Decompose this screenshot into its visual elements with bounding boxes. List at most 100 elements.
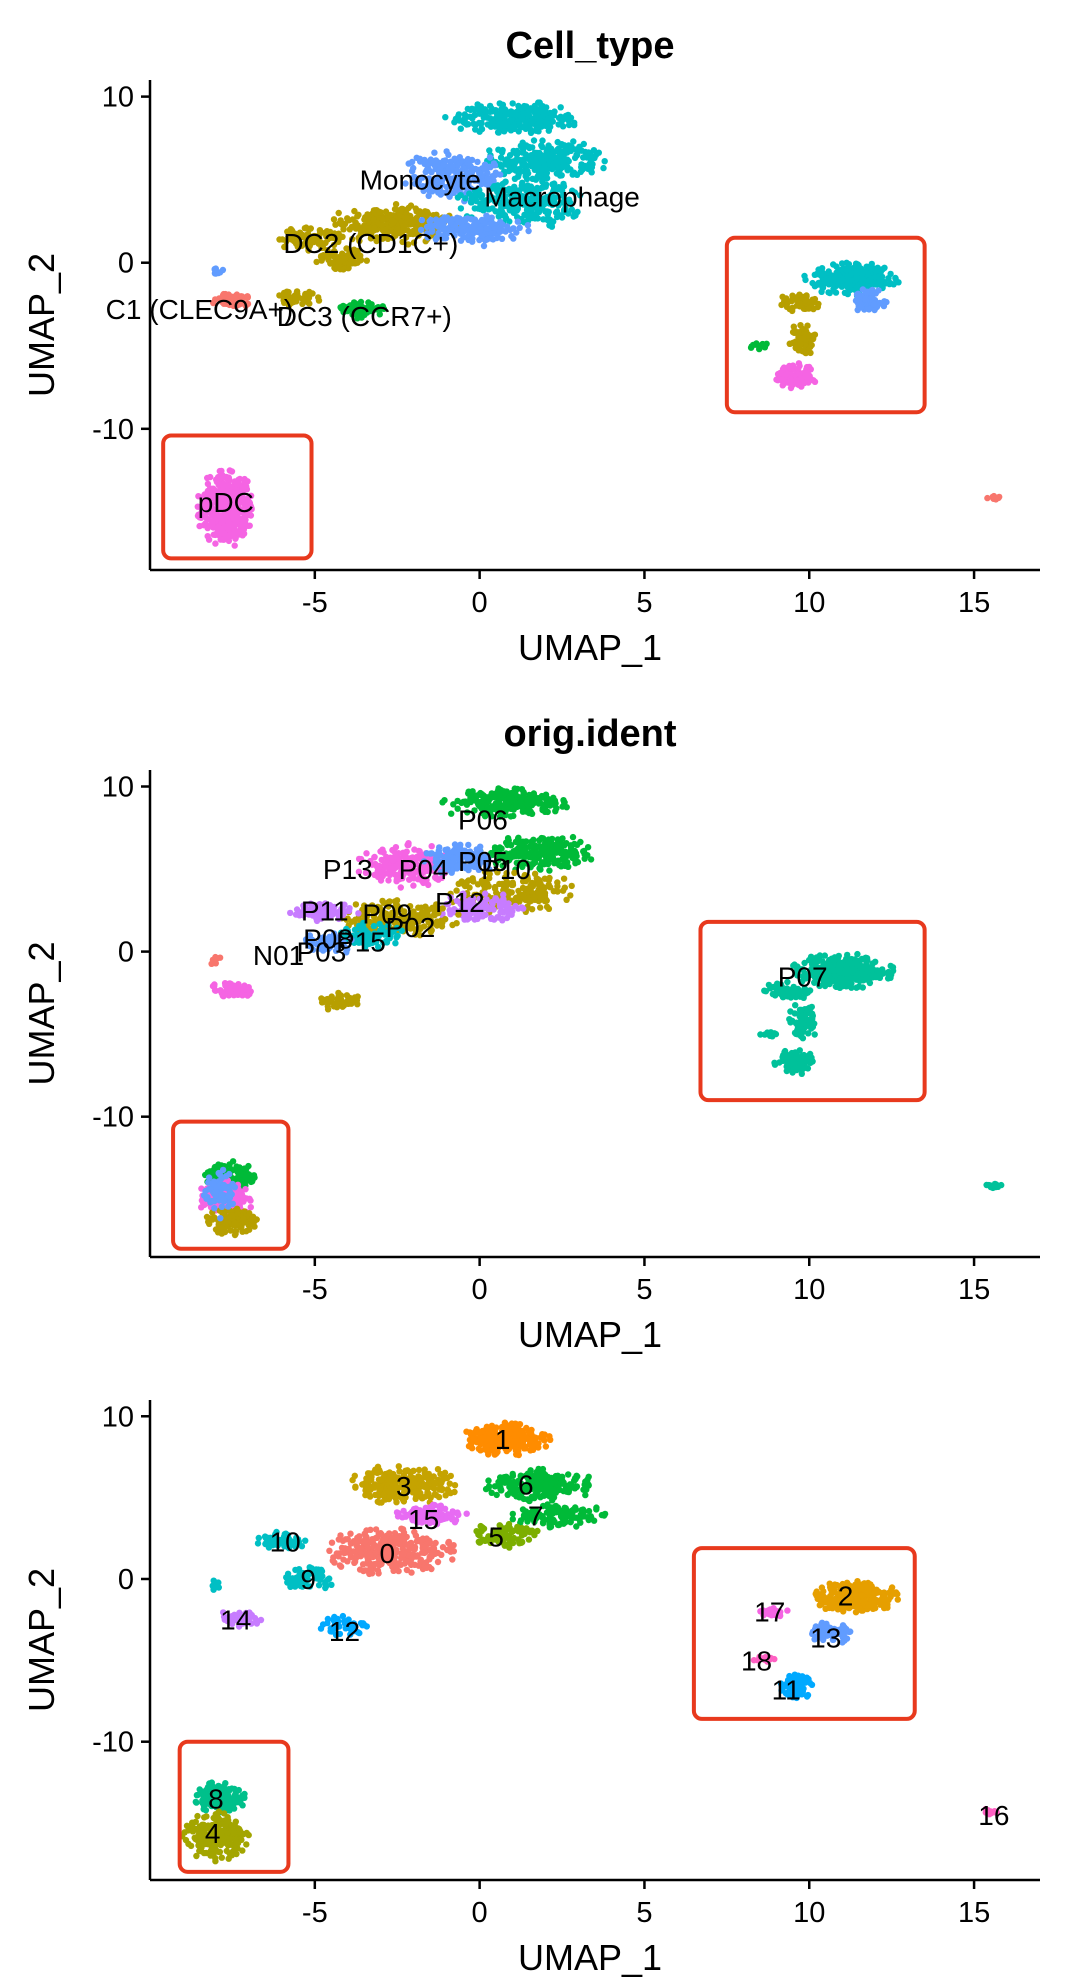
panel-1-point xyxy=(241,986,248,993)
panel-0-point xyxy=(507,117,514,124)
panel-0-point xyxy=(869,286,876,294)
panel-0-point xyxy=(588,155,595,162)
panel-1-point xyxy=(554,836,561,843)
panel-0-point xyxy=(525,122,533,130)
panel-0-point xyxy=(240,476,248,483)
panel-1-point xyxy=(346,996,354,1003)
panel-1-point xyxy=(493,889,500,896)
panel-0-point xyxy=(778,301,785,309)
panel-0-point xyxy=(417,226,425,234)
panel-0-point xyxy=(435,229,442,237)
panel-0-point xyxy=(801,272,808,280)
panel-0-point xyxy=(533,107,540,115)
panel-0-point xyxy=(524,168,531,175)
panel-0-point xyxy=(475,205,482,212)
panel-1-title: orig.ident xyxy=(503,713,676,755)
panel-1-point xyxy=(869,965,876,972)
panel-1-point xyxy=(855,983,863,990)
panel-1-point xyxy=(335,989,342,997)
panel-0-point xyxy=(810,377,817,384)
panel-0-point xyxy=(535,116,543,123)
panel-0-point xyxy=(560,161,567,168)
panel-1-cluster-12 xyxy=(318,989,361,1013)
panel-0-point xyxy=(862,268,869,275)
panel-0-point xyxy=(454,175,462,183)
panel-1-point xyxy=(854,950,861,958)
panel-0-point xyxy=(418,216,426,224)
panel-0-point xyxy=(551,180,558,187)
panel-0-point xyxy=(215,523,222,531)
panel-0-point xyxy=(464,155,472,163)
panel-0-point xyxy=(568,206,575,213)
panel-0-point xyxy=(567,147,575,155)
panel-1-point xyxy=(537,904,544,911)
panel-0-point xyxy=(457,237,465,244)
panel-0-point xyxy=(530,137,538,144)
panel-0-point xyxy=(461,216,468,223)
panel-0-point xyxy=(207,473,214,481)
panel-0-point xyxy=(531,102,538,110)
panel-0-label-4: DC3 (CCR7+) xyxy=(277,301,452,332)
panel-0-point xyxy=(450,228,457,235)
panel-0-point xyxy=(454,194,462,201)
panel-1-point xyxy=(767,985,774,992)
panel-0-point xyxy=(313,258,320,266)
panel-0-point xyxy=(483,236,491,243)
panel-1-point xyxy=(848,984,855,991)
panel-0-point xyxy=(439,235,447,242)
panel-0-point xyxy=(491,183,498,190)
panel-0-point xyxy=(487,123,495,130)
panel-0-cluster-0 xyxy=(442,99,578,136)
panel-0-point xyxy=(523,211,530,218)
panel-0-point xyxy=(578,163,585,171)
panel-1-point xyxy=(448,869,455,876)
panel-1-point xyxy=(448,810,455,817)
panel-0-point xyxy=(462,195,469,202)
panel-0-point xyxy=(544,211,551,218)
panel-0-point xyxy=(795,347,802,354)
panel-1-cluster-10 xyxy=(209,980,254,1000)
panel-0-point xyxy=(601,158,608,165)
panel-0-point xyxy=(481,166,489,173)
panel-0-point xyxy=(303,240,310,247)
panel-0-point xyxy=(312,233,319,240)
panel-0-point xyxy=(789,292,796,299)
panel-0-x-axis-title: UMAP_1 xyxy=(518,627,662,668)
panel-1-point xyxy=(559,855,566,862)
panel-1-point xyxy=(449,921,456,929)
panel-0-point xyxy=(503,203,511,210)
panel-1-point xyxy=(492,896,499,903)
panel-0-point xyxy=(854,296,861,303)
panel-1-point xyxy=(211,959,218,966)
panel-1-point xyxy=(386,871,394,878)
panel-0-point xyxy=(375,208,383,216)
panel-0-point xyxy=(424,208,431,216)
panel-0-point xyxy=(427,222,434,229)
panel-0-point xyxy=(478,119,485,127)
panel-0-point xyxy=(432,236,440,243)
panel-0-point xyxy=(524,222,532,229)
panel-0-point xyxy=(427,216,435,224)
panel-0-point xyxy=(442,114,449,121)
panel-1-point xyxy=(481,795,488,802)
panel-0-point xyxy=(461,111,468,118)
panel-0-point xyxy=(865,306,873,313)
panel-1-point xyxy=(555,861,563,869)
panel-1-point xyxy=(550,842,557,849)
panel-0-point xyxy=(480,114,487,121)
panel-1-point xyxy=(352,901,360,908)
panel-0-points xyxy=(194,99,1003,549)
panel-0-point xyxy=(756,345,763,353)
panel-0-point xyxy=(212,540,219,547)
panel-1-point xyxy=(787,994,795,1001)
panel-1-point xyxy=(474,792,481,799)
panel-0-point xyxy=(543,153,550,160)
panel-1-point xyxy=(231,983,239,990)
panel-0-point xyxy=(561,142,568,149)
panel-0-point xyxy=(559,192,566,199)
panel-0-point xyxy=(471,177,478,184)
panel-1-point xyxy=(560,875,568,882)
panel-0-point xyxy=(548,223,556,230)
panel-0-point xyxy=(349,235,356,243)
panel-0-point xyxy=(843,266,850,273)
